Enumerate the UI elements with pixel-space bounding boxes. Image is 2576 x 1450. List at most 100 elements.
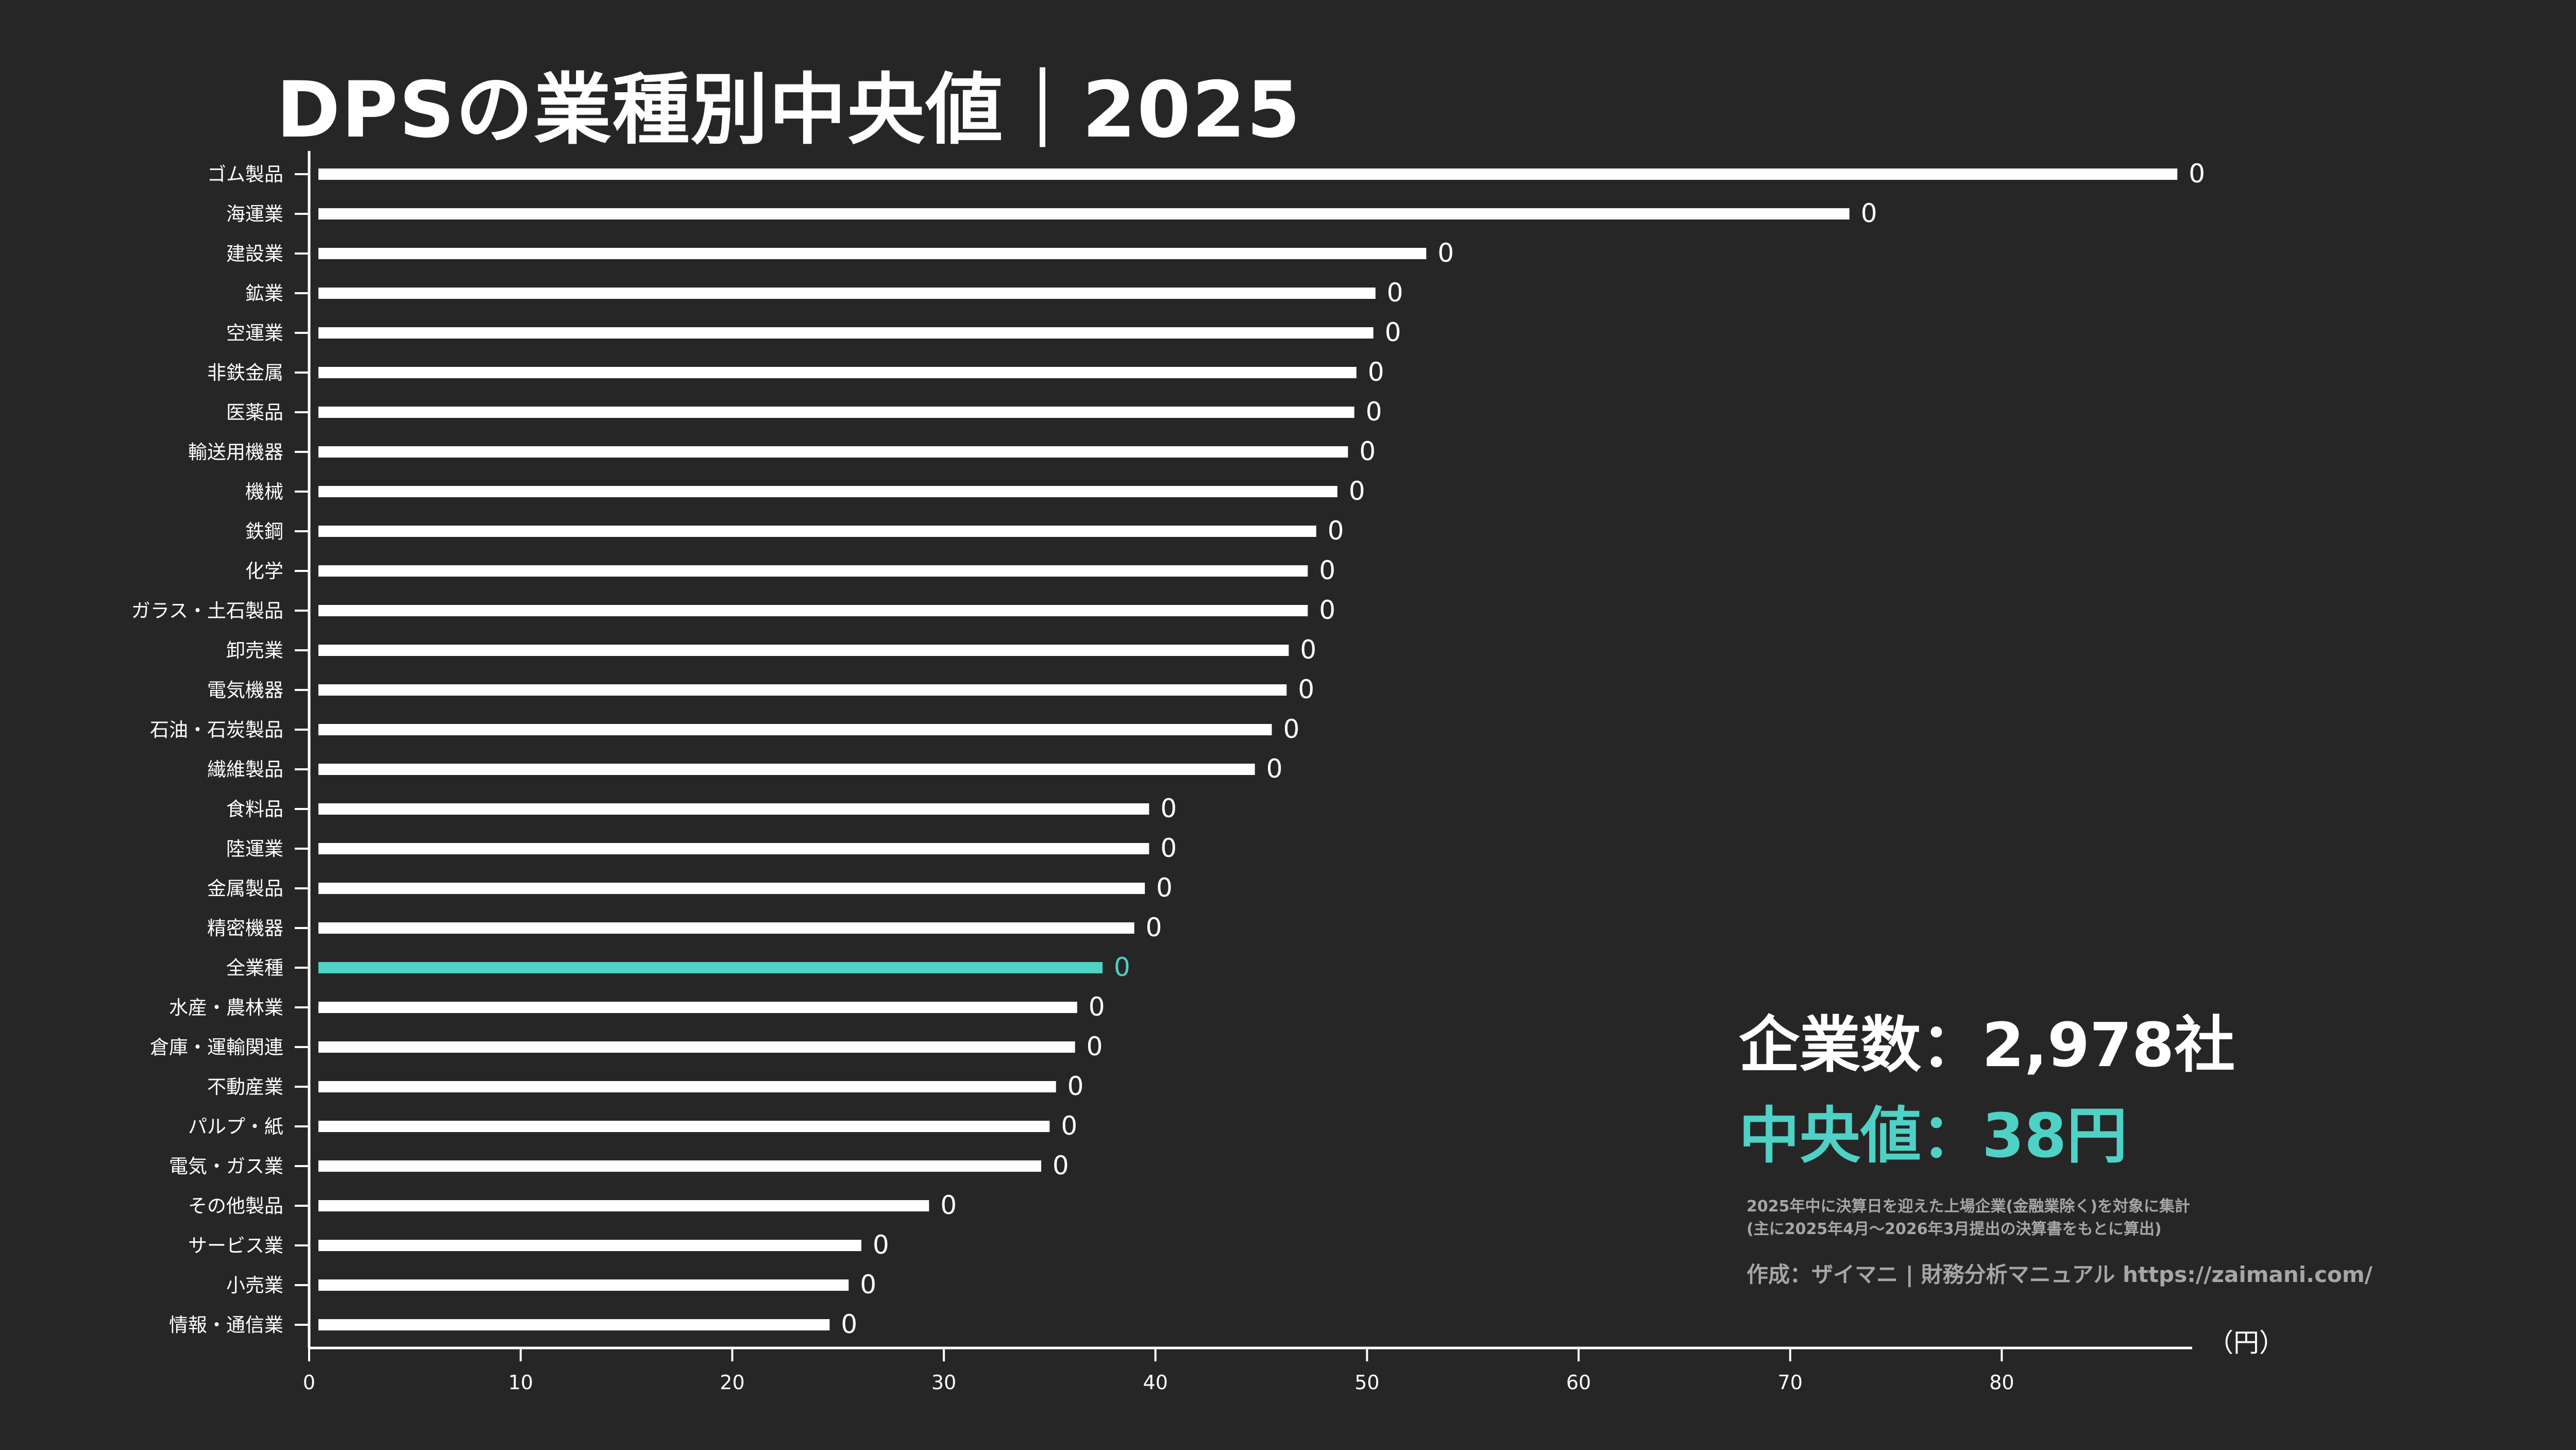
x-tick-label: 50 [1354,1371,1379,1394]
bar-value-label: 0 [1160,794,1177,823]
bar-value-label: 0 [1114,952,1130,982]
bar-value-label: 0 [1053,1151,1069,1181]
x-tick-label: 80 [1989,1371,2014,1394]
bar-value-label: 0 [1087,1032,1103,1061]
median-summary: 中央値：38円 [1739,1090,2235,1181]
company-count-label: 企業数： [1739,1009,1982,1081]
bar [318,922,1134,934]
bar-value-label: 0 [1387,278,1403,308]
bar-value-label: 0 [1283,714,1300,744]
bar-value-label: 0 [1089,992,1105,1022]
category-label: その他製品 [188,1195,283,1217]
note-line-1: 2025年中に決算日を迎えた上場企業(金融業除く)を対象に集計 [1747,1198,2190,1216]
bar-value-label: 0 [1156,873,1173,903]
bar [318,645,1289,656]
median-value: 38円 [1982,1100,2128,1171]
stats-panel: 企業数：2,978社 中央値：38円 [1739,1000,2235,1181]
bar [318,565,1308,577]
category-label: 電気・ガス業 [169,1155,283,1177]
bar-value-label: 0 [1349,476,1365,506]
category-label: 石油・石炭製品 [150,719,283,741]
axes-group: ゴム製品海運業建設業鉱業空運業非鉄金属医薬品輸送用機器機械鉄鋼化学ガラス・土石製… [131,151,2192,1394]
category-label: 卸売業 [226,639,283,662]
bar [318,1121,1050,1132]
x-tick-label: 0 [303,1371,315,1394]
bar [318,327,1374,339]
category-label: 鉱業 [245,282,283,305]
category-label: 機械 [245,481,283,503]
bar-value-label: 0 [2189,159,2205,189]
bar [318,1200,929,1211]
category-label: 繊維製品 [207,758,283,781]
chart-title: DPSの業種別中央値｜2025 [276,65,1301,155]
bar [318,248,1427,259]
bar [318,1279,849,1291]
company-count-value: 2,978社 [1982,1009,2235,1081]
bar [318,446,1348,458]
category-label: 輸送用機器 [188,441,283,463]
bar-value-label: 0 [1061,1111,1077,1141]
bar-value-label: 0 [1067,1071,1084,1101]
bar [318,843,1149,854]
bar [318,208,1850,220]
bar [318,724,1272,735]
category-label: パルプ・紙 [188,1116,283,1138]
x-tick-label: 10 [508,1371,533,1394]
x-tick-label: 70 [1778,1371,1803,1394]
bar [318,288,1376,299]
x-tick-label: 30 [931,1371,956,1394]
method-notes: 2025年中に決算日を迎えた上場企業(金融業除く)を対象に集計 (主に2025年… [1747,1195,2190,1241]
bar [318,1240,861,1251]
bar [318,803,1149,815]
bar-value-label: 0 [1300,635,1316,665]
bar [318,526,1316,537]
category-label: 水産・農林業 [169,997,283,1019]
company-count: 企業数：2,978社 [1739,1000,2235,1090]
bar-value-label: 0 [1328,516,1344,546]
category-label: 化学 [245,560,283,582]
category-label: 鉄鋼 [245,520,283,543]
category-label: サービス業 [188,1235,283,1257]
x-tick-label: 40 [1143,1371,1168,1394]
category-label: 全業種 [226,957,283,979]
bar-value-label: 0 [860,1270,876,1300]
bar-value-label: 0 [1146,913,1162,942]
bar-value-label: 0 [1861,198,1877,228]
category-label: 海運業 [226,203,283,225]
bar [318,367,1357,378]
bar-value-label: 0 [1385,317,1401,347]
category-label: 食料品 [226,798,283,820]
bar [318,962,1103,973]
x-axis-unit: （円） [2208,1328,2285,1358]
category-label: ガラス・土石製品 [131,600,283,622]
bar [318,1160,1041,1172]
x-tick-label: 20 [720,1371,744,1394]
credit-text: 作成：ザイマニ | 財務分析マニュアル https://zaimani.com/ [1747,1262,2372,1287]
bar-value-label: 0 [1298,675,1314,704]
bar [318,1081,1056,1092]
bar [318,605,1308,616]
bar [318,1041,1075,1053]
category-label: 情報・通信業 [169,1314,283,1336]
x-tick-label: 60 [1566,1371,1591,1394]
bar-value-label: 0 [841,1309,857,1339]
category-label: ゴム製品 [207,163,283,186]
note-line-2: (主に2025年4月〜2026年3月提出の決算書をもとに算出) [1747,1220,2162,1238]
bar-value-label: 0 [1266,754,1283,784]
bar [318,883,1145,894]
category-label: 精密機器 [207,917,283,939]
bar-value-label: 0 [1160,833,1177,863]
bar-value-label: 0 [1368,357,1384,387]
bar-value-label: 0 [1319,555,1335,585]
category-label: 電気機器 [207,679,283,701]
bar [318,1319,830,1330]
bar-value-label: 0 [1319,595,1335,625]
bar [318,1002,1077,1013]
bar-value-label: 0 [1437,238,1454,268]
category-label: 倉庫・運輸関連 [150,1036,283,1058]
category-label: 非鉄金属 [207,362,283,384]
median-label: 中央値： [1739,1100,1982,1171]
bar [318,684,1287,696]
